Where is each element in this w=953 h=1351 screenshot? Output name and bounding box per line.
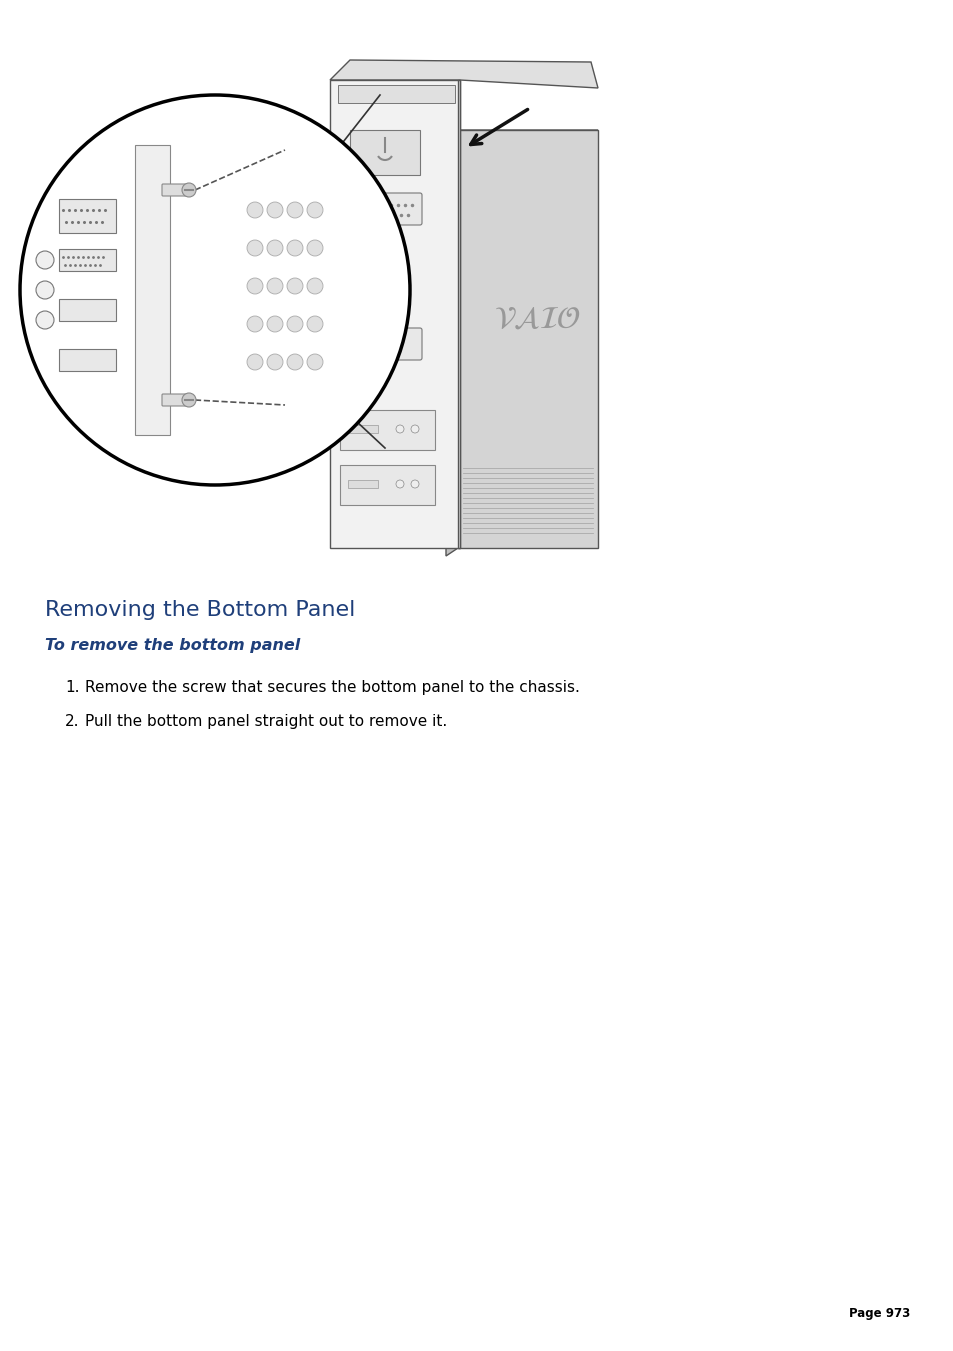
FancyBboxPatch shape (350, 130, 419, 176)
Circle shape (267, 240, 283, 255)
Text: Page 973: Page 973 (848, 1306, 909, 1320)
FancyBboxPatch shape (363, 328, 421, 359)
Circle shape (267, 316, 283, 332)
Circle shape (339, 300, 355, 316)
Text: Removing the Bottom Panel: Removing the Bottom Panel (45, 600, 355, 620)
Circle shape (36, 311, 54, 330)
Text: 1.: 1. (65, 680, 79, 694)
Circle shape (182, 182, 195, 197)
Circle shape (287, 203, 303, 218)
Text: $\mathcal{VAIO}$: $\mathcal{VAIO}$ (494, 304, 581, 334)
FancyBboxPatch shape (363, 193, 421, 226)
Circle shape (339, 242, 355, 258)
Circle shape (287, 278, 303, 295)
Circle shape (36, 281, 54, 299)
Circle shape (307, 354, 323, 370)
Polygon shape (446, 130, 457, 557)
Circle shape (307, 240, 323, 255)
FancyBboxPatch shape (59, 199, 116, 232)
Circle shape (267, 203, 283, 218)
Circle shape (411, 426, 418, 434)
Circle shape (307, 278, 323, 295)
Circle shape (247, 316, 263, 332)
Circle shape (287, 354, 303, 370)
Circle shape (267, 354, 283, 370)
Text: 2.: 2. (65, 713, 79, 730)
FancyBboxPatch shape (339, 409, 435, 450)
Text: Remove the screw that secures the bottom panel to the chassis.: Remove the screw that secures the bottom… (85, 680, 579, 694)
Circle shape (267, 278, 283, 295)
Circle shape (247, 240, 263, 255)
FancyBboxPatch shape (59, 299, 116, 322)
Polygon shape (330, 59, 598, 88)
Circle shape (287, 316, 303, 332)
Circle shape (247, 203, 263, 218)
FancyBboxPatch shape (162, 394, 188, 407)
Circle shape (20, 95, 410, 485)
Circle shape (411, 480, 418, 488)
FancyBboxPatch shape (59, 249, 116, 272)
Text: Pull the bottom panel straight out to remove it.: Pull the bottom panel straight out to re… (85, 713, 447, 730)
Circle shape (36, 251, 54, 269)
Text: To remove the bottom panel: To remove the bottom panel (45, 638, 300, 653)
Circle shape (287, 240, 303, 255)
FancyBboxPatch shape (457, 130, 598, 549)
FancyBboxPatch shape (339, 465, 435, 505)
Circle shape (395, 480, 403, 488)
FancyBboxPatch shape (348, 426, 377, 434)
FancyBboxPatch shape (59, 349, 116, 372)
FancyBboxPatch shape (135, 145, 170, 435)
FancyBboxPatch shape (337, 85, 455, 103)
Circle shape (339, 272, 355, 288)
Circle shape (247, 354, 263, 370)
Circle shape (307, 203, 323, 218)
Circle shape (395, 426, 403, 434)
FancyBboxPatch shape (330, 80, 459, 549)
Circle shape (307, 316, 323, 332)
Polygon shape (446, 130, 598, 138)
FancyBboxPatch shape (162, 184, 188, 196)
Circle shape (182, 393, 195, 407)
FancyBboxPatch shape (348, 480, 377, 488)
Circle shape (247, 278, 263, 295)
Polygon shape (457, 80, 459, 549)
